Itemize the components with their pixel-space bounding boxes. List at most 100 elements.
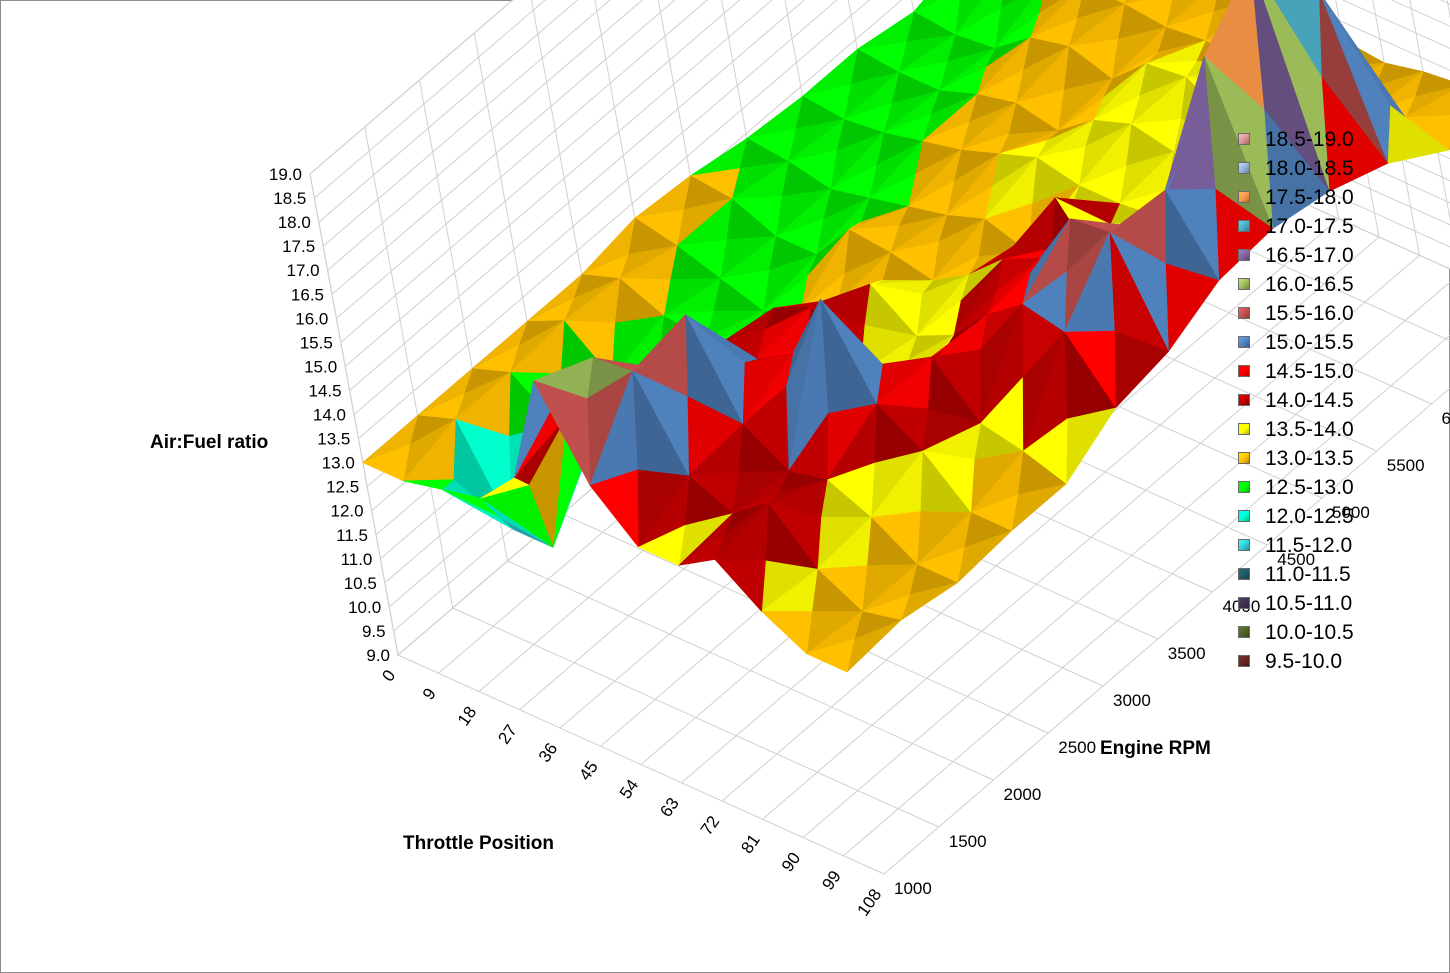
surface <box>362 0 1450 673</box>
surface-facet <box>362 444 411 482</box>
legend-label: 13.0-13.5 <box>1265 447 1354 470</box>
legend-swatch <box>1238 220 1250 232</box>
legend-swatch <box>1238 191 1250 203</box>
surface-facet <box>589 469 639 548</box>
legend-swatch <box>1238 452 1250 464</box>
x-axis-label: Throttle Position <box>403 833 554 854</box>
legend-label: 12.0-12.5 <box>1265 505 1354 528</box>
y-tick-label: 6000 <box>1442 409 1450 428</box>
legend-label: 11.0-11.5 <box>1265 563 1351 586</box>
z-tick-label: 10.5 <box>344 574 377 593</box>
legend-label: 14.5-15.0 <box>1265 360 1354 383</box>
legend-label: 18.5-19.0 <box>1265 128 1354 151</box>
legend-label: 10.0-10.5 <box>1265 621 1354 644</box>
x-tick-label: 9 <box>419 685 440 704</box>
z-tick-label: 9.5 <box>362 622 386 641</box>
surface-facet <box>1065 407 1116 485</box>
z-tick-label: 18.0 <box>278 213 311 232</box>
x-tick-label: 27 <box>494 721 520 747</box>
legend-swatch <box>1238 539 1250 551</box>
x-tick-label: 99 <box>818 867 844 893</box>
legend-swatch <box>1238 133 1250 145</box>
legend-label: 12.5-13.0 <box>1265 476 1354 499</box>
y-tick-label: 5000 <box>1332 503 1370 522</box>
x-tick-label: 45 <box>575 758 601 784</box>
grid-line <box>364 126 454 609</box>
y-tick-label: 2000 <box>1004 785 1042 804</box>
x-tick-label: 63 <box>656 794 682 820</box>
legend-label: 16.0-16.5 <box>1265 273 1354 296</box>
legend-label: 15.5-16.0 <box>1265 302 1354 325</box>
surface-facet <box>638 525 686 566</box>
legend-label: 15.0-15.5 <box>1265 331 1354 354</box>
legend-swatch <box>1238 278 1250 290</box>
legend-swatch <box>1238 249 1250 261</box>
grid-line <box>1409 0 1450 222</box>
surface-facet <box>714 559 766 612</box>
z-tick-label: 14.0 <box>313 406 346 425</box>
legend-swatch <box>1238 365 1250 377</box>
surface-facet <box>402 479 454 490</box>
legend-swatch <box>1238 655 1250 667</box>
z-tick-label: 17.0 <box>287 261 320 280</box>
z-tick-label: 11.5 <box>336 526 368 545</box>
y-tick-label: 5500 <box>1387 456 1425 475</box>
y-tick-label: 4500 <box>1277 550 1315 569</box>
surface-facet <box>761 611 813 655</box>
legend-label: 11.5-12.0 <box>1265 534 1353 557</box>
legend-swatch <box>1238 423 1250 435</box>
legend-swatch <box>1238 626 1250 638</box>
y-tick-label: 2500 <box>1058 738 1096 757</box>
grid-line <box>507 560 994 781</box>
legend-label: 10.5-11.0 <box>1265 592 1353 615</box>
legend-swatch <box>1238 336 1250 348</box>
y-tick-label: 1500 <box>949 832 987 851</box>
z-tick-label: 17.5 <box>282 237 315 256</box>
x-tick-label: 54 <box>616 776 642 802</box>
surface-facet <box>1124 0 1148 5</box>
y-tick-label: 3500 <box>1168 644 1206 663</box>
legend-label: 17.0-17.5 <box>1265 215 1354 238</box>
x-tick-label: 36 <box>535 739 561 765</box>
surface-facet <box>533 380 591 486</box>
surface-facet <box>441 489 498 517</box>
legend-swatch <box>1238 568 1250 580</box>
surface-facet <box>806 639 855 673</box>
legend-swatch <box>1238 510 1250 522</box>
z-tick-label: 18.5 <box>273 189 306 208</box>
legend-label: 17.5-18.0 <box>1265 186 1354 209</box>
legend-label: 13.5-14.0 <box>1265 418 1354 441</box>
z-tick-label: 11.0 <box>341 550 373 569</box>
x-tick-label: 18 <box>454 703 480 729</box>
x-tick-label: 90 <box>778 849 804 875</box>
z-tick-label: 14.5 <box>309 381 342 400</box>
y-tick-label: 3000 <box>1113 691 1151 710</box>
z-tick-label: 12.5 <box>326 478 359 497</box>
legend-swatch <box>1238 394 1250 406</box>
legend-label: 18.0-18.5 <box>1265 157 1354 180</box>
y-tick-label: 1000 <box>894 879 932 898</box>
grid-line <box>309 173 399 656</box>
grid-line <box>1372 0 1420 256</box>
z-tick-label: 12.0 <box>331 502 364 521</box>
y-axis-label: Engine RPM <box>1100 738 1211 759</box>
surface-facet <box>480 477 529 499</box>
z-tick-label: 15.5 <box>300 333 333 352</box>
z-tick-label: 13.0 <box>322 454 355 473</box>
legend-swatch <box>1238 481 1250 493</box>
z-tick-label: 15.0 <box>304 357 337 376</box>
z-tick-label: 13.5 <box>317 430 350 449</box>
x-tick-label: 81 <box>737 831 763 857</box>
z-tick-label: 10.0 <box>348 598 381 617</box>
legend-swatch <box>1238 307 1250 319</box>
x-tick-label: 108 <box>853 885 885 919</box>
z-tick-label: 19.0 <box>269 165 302 184</box>
z-tick-label: 16.0 <box>295 309 328 328</box>
z-tick-label: 9.0 <box>366 646 390 665</box>
legend-label: 14.0-14.5 <box>1265 389 1354 412</box>
legend-label: 9.5-10.0 <box>1265 650 1343 673</box>
x-tick-label: 72 <box>697 812 723 838</box>
legend-swatch <box>1238 162 1250 174</box>
z-tick-label: 16.5 <box>291 285 324 304</box>
